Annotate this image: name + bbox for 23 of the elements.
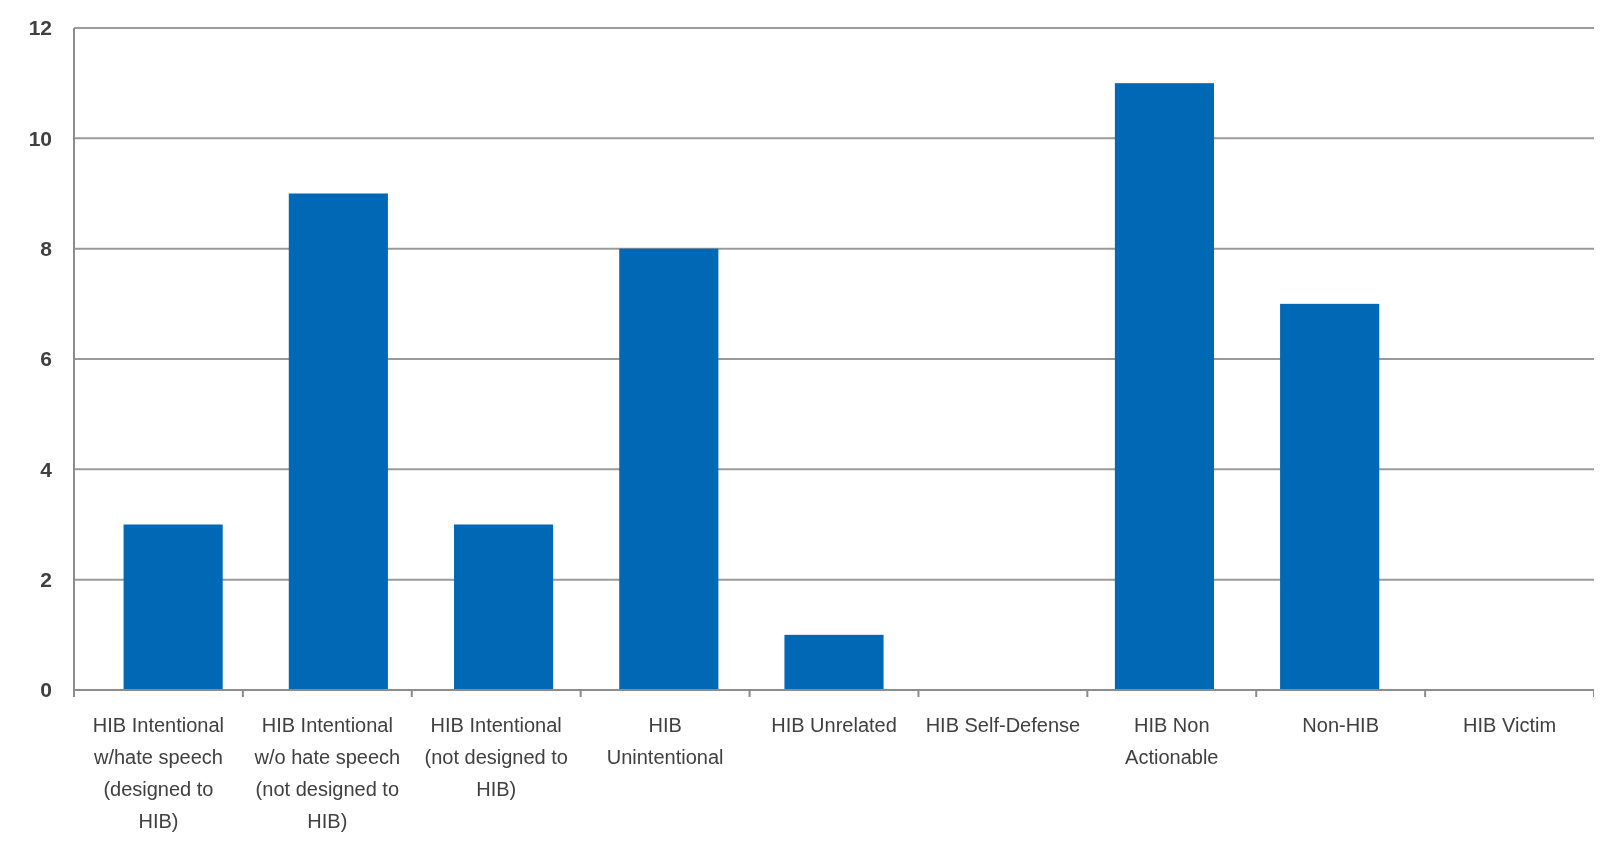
y-tick-label: 6 <box>40 347 52 371</box>
bar <box>784 634 884 690</box>
y-tick-label: 10 <box>28 126 52 150</box>
bar <box>1114 83 1214 690</box>
x-tick-label: HIB Non Actionable <box>1125 714 1219 768</box>
y-tick-label: 2 <box>40 568 52 592</box>
x-tick-label: HIB Victim <box>1463 714 1557 736</box>
bar <box>619 248 719 690</box>
x-tick-label: Non-HIB <box>1302 714 1380 736</box>
y-tick-label: 12 <box>28 16 52 40</box>
bar <box>123 524 223 690</box>
y-tick-label: 0 <box>40 678 52 702</box>
y-tick-label: 8 <box>40 237 53 261</box>
x-tick-label: HIB Unintentional <box>606 714 724 768</box>
x-tick-label: HIB Unrelated <box>771 714 897 736</box>
x-tick-label: HIB Intentional (not designed to HIB) <box>424 714 568 800</box>
x-tick-label: HIB Self-Defense <box>925 714 1081 736</box>
bar <box>1280 303 1380 690</box>
x-tick-label: HIB Intentional w/hate speech (designed to HIB) <box>92 714 225 832</box>
y-tick-label: 4 <box>40 457 53 481</box>
bar <box>454 524 554 690</box>
bar <box>288 193 388 690</box>
x-tick-label: HIB Intentional w/o hate speech (not designed to HIB) <box>253 714 401 832</box>
